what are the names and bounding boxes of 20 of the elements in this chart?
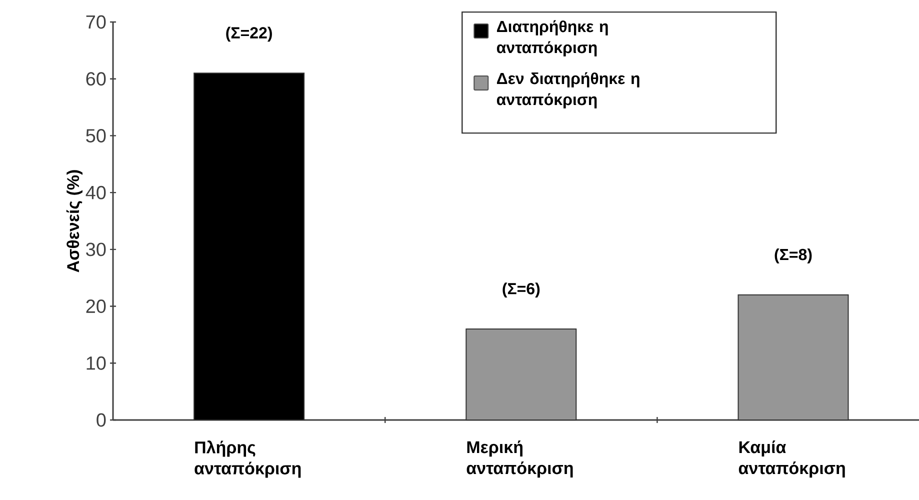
y-tick-label: 50	[86, 128, 106, 142]
legend-label: Διατηρήθηκε η ανταπόκριση	[496, 20, 608, 56]
y-tick-label: 40	[86, 186, 106, 200]
bar	[738, 294, 849, 420]
y-tick-label: 60	[86, 72, 106, 86]
x-tick-label: Πλήρης ανταπόκριση	[194, 440, 301, 478]
bar	[194, 72, 305, 420]
bar	[466, 328, 577, 420]
annotation: (Σ=22)	[226, 26, 272, 42]
annotation: (Σ=6)	[502, 282, 540, 298]
x-tick-label: Καμία ανταπόκριση	[738, 440, 845, 478]
annotation: (Σ=8)	[774, 248, 812, 264]
x-tick-label: Μερική ανταπόκριση	[466, 440, 573, 478]
y-tick-label: 30	[86, 242, 106, 256]
y-tick-label: 20	[86, 300, 106, 314]
legend-label: Δεν διατηρήθηκε η ανταπόκριση	[496, 72, 640, 108]
y-axis-title: Ασθενείς (%)	[66, 170, 82, 272]
y-tick-label: 70	[86, 15, 106, 29]
y-tick-label: 10	[86, 356, 106, 370]
y-tick-label: 0	[96, 413, 106, 427]
